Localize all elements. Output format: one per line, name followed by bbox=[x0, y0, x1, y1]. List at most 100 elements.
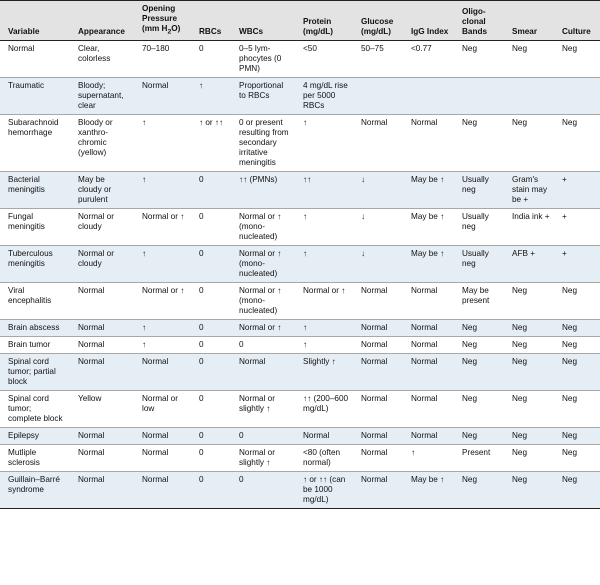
header-rbcs: RBCs bbox=[191, 0, 231, 41]
cell-oligoclonal-bands: Neg bbox=[454, 319, 504, 337]
cell-smear: Neg bbox=[504, 40, 554, 78]
cell-igg-index: Normal bbox=[403, 336, 454, 354]
cell-igg-index: May be ↑ bbox=[403, 245, 454, 283]
header-pressure-line1: Opening bbox=[142, 4, 176, 13]
cell-rbcs: 0 bbox=[191, 245, 231, 283]
cell-appearance: Normal bbox=[70, 282, 134, 320]
cell-protein: ↑ bbox=[295, 245, 353, 283]
cell-appearance: Normal bbox=[70, 427, 134, 445]
header-pressure-line2: Pressure bbox=[142, 14, 178, 23]
cell-appearance: Normal or cloudy bbox=[70, 208, 134, 246]
cell-wbcs: Normal or ↑ bbox=[231, 319, 295, 337]
cell-appearance: Normal bbox=[70, 319, 134, 337]
cell-culture: Neg bbox=[554, 444, 600, 472]
cell-oligoclonal-bands: Neg bbox=[454, 353, 504, 391]
cell-igg-index: May be ↑ bbox=[403, 208, 454, 246]
cell-protein: ↑↑ bbox=[295, 171, 353, 209]
cell-igg-index: Normal bbox=[403, 319, 454, 337]
cell-culture: Neg bbox=[554, 319, 600, 337]
cell-appearance: Normal bbox=[70, 336, 134, 354]
cell-culture: Neg bbox=[554, 336, 600, 354]
cell-culture: Neg bbox=[554, 427, 600, 445]
header-wbcs: WBCs bbox=[231, 0, 295, 41]
cell-variable: Tuberculous meningitis bbox=[0, 245, 70, 283]
cell-wbcs: Normal or slightly ↑ bbox=[231, 444, 295, 472]
cell-appearance: Normal bbox=[70, 353, 134, 391]
cell-variable: Mutliple sclerosis bbox=[0, 444, 70, 472]
cell-opening-pressure: ↑ bbox=[134, 114, 191, 172]
header-variable: Variable bbox=[0, 0, 70, 41]
cell-igg-index bbox=[403, 77, 454, 115]
cell-opening-pressure: Normal bbox=[134, 427, 191, 445]
cell-glucose: Normal bbox=[353, 444, 403, 472]
table-row: Normal Clear, colorless 70–180 0 0–5 lym-pho… bbox=[0, 40, 600, 78]
cell-opening-pressure: Normal bbox=[134, 77, 191, 115]
cell-rbcs: 0 bbox=[191, 171, 231, 209]
cell-smear bbox=[504, 77, 554, 115]
cell-glucose: Normal bbox=[353, 427, 403, 445]
cell-smear: Neg bbox=[504, 390, 554, 428]
header-appearance: Appearance bbox=[70, 0, 134, 41]
cell-culture: + bbox=[554, 245, 600, 283]
table-row: Fungal meningitis Normal or cloudy Normal … bbox=[0, 208, 600, 246]
cell-igg-index: <0.77 bbox=[403, 40, 454, 78]
cell-wbcs: ↑↑ (PMNs) bbox=[231, 171, 295, 209]
cell-smear: Neg bbox=[504, 282, 554, 320]
cell-igg-index: Normal bbox=[403, 427, 454, 445]
cell-wbcs: 0 or present resulting from secondary ir… bbox=[231, 114, 295, 172]
table-row: Spinal cord tumor; partial block Normal No… bbox=[0, 353, 600, 391]
cell-protein: ↑ bbox=[295, 208, 353, 246]
cell-opening-pressure: ↑ bbox=[134, 336, 191, 354]
cell-smear: Neg bbox=[504, 353, 554, 391]
cell-culture: Neg bbox=[554, 282, 600, 320]
cell-igg-index: Normal bbox=[403, 353, 454, 391]
cell-appearance: Yellow bbox=[70, 390, 134, 428]
cell-culture: Neg bbox=[554, 114, 600, 172]
cell-protein: Slightly ↑ bbox=[295, 353, 353, 391]
cell-appearance: Normal bbox=[70, 444, 134, 472]
cell-variable: Spinal cord tumor; partial block bbox=[0, 353, 70, 391]
cell-wbcs: Normal or ↑ (mono-nucleated) bbox=[231, 208, 295, 246]
cell-oligoclonal-bands: May be present bbox=[454, 282, 504, 320]
header-oligoclonal-bands: Oligo-clonal Bands bbox=[454, 0, 504, 41]
cell-opening-pressure: ↑ bbox=[134, 171, 191, 209]
cell-igg-index: May be ↑ bbox=[403, 471, 454, 509]
cell-igg-index: May be ↑ bbox=[403, 171, 454, 209]
cell-protein: <80 (often normal) bbox=[295, 444, 353, 472]
cell-glucose: Normal bbox=[353, 282, 403, 320]
cell-opening-pressure: Normal or ↑ bbox=[134, 208, 191, 246]
header-pressure-unit-sub: 2 bbox=[167, 28, 172, 36]
cell-glucose: Normal bbox=[353, 471, 403, 509]
cell-smear: Neg bbox=[504, 319, 554, 337]
cell-rbcs: 0 bbox=[191, 390, 231, 428]
cell-glucose: ↓ bbox=[353, 245, 403, 283]
cell-glucose: Normal bbox=[353, 336, 403, 354]
cell-smear: Neg bbox=[504, 444, 554, 472]
cell-variable: Epilepsy bbox=[0, 427, 70, 445]
cell-rbcs: 0 bbox=[191, 282, 231, 320]
cell-oligoclonal-bands: Neg bbox=[454, 390, 504, 428]
table-body: Normal Clear, colorless 70–180 0 0–5 lym-pho… bbox=[0, 40, 600, 509]
cell-wbcs: Normal or ↑ (mono-nucleated) bbox=[231, 282, 295, 320]
cell-oligoclonal-bands: Usually neg bbox=[454, 245, 504, 283]
cell-culture: Neg bbox=[554, 40, 600, 78]
table-row: Tuberculous meningitis Normal or cloudy ↑ 0… bbox=[0, 245, 600, 283]
cell-appearance: Bloody or xanthro-chromic (yellow) bbox=[70, 114, 134, 172]
cell-glucose: Normal bbox=[353, 114, 403, 172]
cell-opening-pressure: Normal or low bbox=[134, 390, 191, 428]
cell-protein: <50 bbox=[295, 40, 353, 78]
header-glucose: Glucose (mg/dL) bbox=[353, 0, 403, 41]
table-row: Bacterial meningitis May be cloudy or pur… bbox=[0, 171, 600, 209]
cell-protein: Normal bbox=[295, 427, 353, 445]
cell-wbcs: Normal or ↑ (mono-nucleated) bbox=[231, 245, 295, 283]
cell-glucose: 50–75 bbox=[353, 40, 403, 78]
cell-variable: Spinal cord tumor; complete block bbox=[0, 390, 70, 428]
cell-igg-index: Normal bbox=[403, 282, 454, 320]
cell-igg-index: Normal bbox=[403, 390, 454, 428]
cell-oligoclonal-bands: Usually neg bbox=[454, 208, 504, 246]
cell-oligoclonal-bands: Neg bbox=[454, 336, 504, 354]
cell-igg-index: Normal bbox=[403, 114, 454, 172]
cell-opening-pressure: Normal bbox=[134, 471, 191, 509]
cell-smear: India ink + bbox=[504, 208, 554, 246]
cell-opening-pressure: ↑ bbox=[134, 319, 191, 337]
